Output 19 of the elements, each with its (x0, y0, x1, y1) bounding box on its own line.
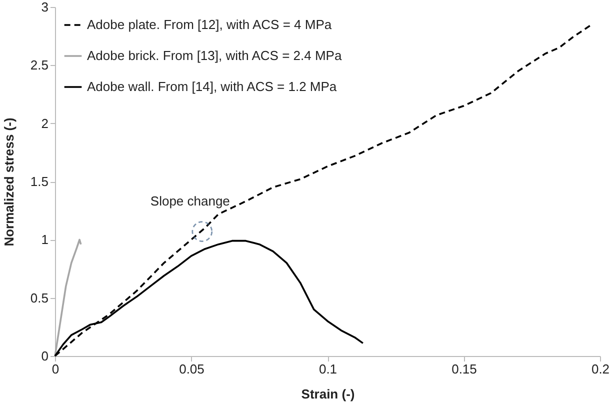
y-tick-label: 2.5 (30, 58, 48, 73)
x-tick-label: 0.2 (591, 362, 610, 376)
x-tick-label: 0.05 (179, 362, 204, 376)
legend-label: Adobe brick. From [13], with ACS = 2.4 MPa (87, 48, 342, 63)
y-tick-label: 2 (41, 116, 48, 131)
x-axis-title: Strain (-) (301, 386, 355, 402)
y-tick-label: 1 (41, 232, 48, 248)
x-tick-label: 0.15 (452, 362, 477, 376)
legend-label: Adobe plate. From [12], with ACS = 4 MPa (87, 17, 332, 32)
x-tick-label: 0.1 (318, 362, 338, 376)
x-tick-label: 0 (52, 362, 60, 376)
line-series (54, 238, 82, 357)
y-tick-label: 3 (41, 0, 48, 14)
annotation: Slope change (150, 194, 230, 209)
y-tick-label: 0 (41, 348, 48, 364)
legend-label: Adobe wall. From [14], with ACS = 1.2 MPa (87, 79, 338, 94)
y-tick-label: 1.5 (30, 174, 48, 189)
y-tick-label: 0.5 (30, 290, 48, 306)
y-axis-title: Normalized stress (-) (1, 118, 16, 246)
